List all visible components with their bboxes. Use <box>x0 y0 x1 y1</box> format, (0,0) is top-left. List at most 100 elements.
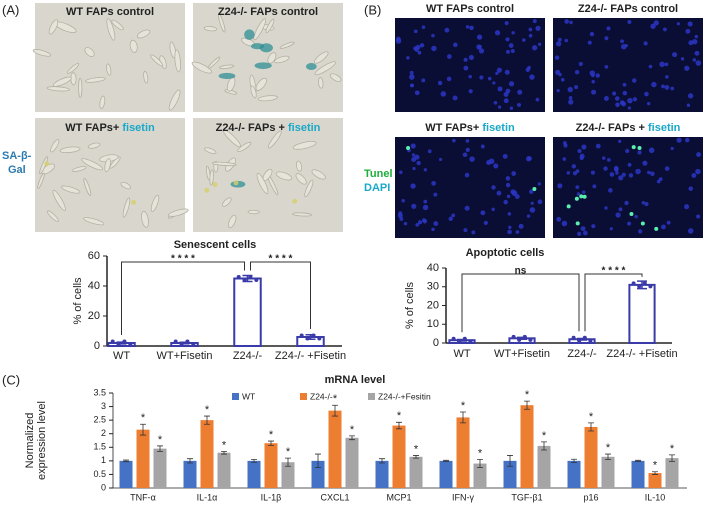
tunel-cell <box>575 221 580 226</box>
nucleus <box>591 224 596 229</box>
nucleus <box>479 75 484 80</box>
cell <box>37 172 45 189</box>
nucleus <box>525 67 530 72</box>
nucleus <box>609 227 613 231</box>
bar <box>628 283 656 344</box>
cell <box>221 197 232 207</box>
cell <box>253 18 267 41</box>
nucleus <box>625 148 630 154</box>
nucleus <box>409 74 415 80</box>
nucleus <box>627 221 632 226</box>
tunel-cell <box>574 196 579 201</box>
nucleus <box>483 220 488 225</box>
y-tick-label: 0 <box>433 337 439 349</box>
cell <box>46 86 70 92</box>
nucleus <box>401 198 405 203</box>
nucleus <box>665 75 669 79</box>
nucleus <box>644 202 649 207</box>
error-bar <box>157 445 163 452</box>
error-bar <box>251 459 257 463</box>
micrograph <box>395 18 545 112</box>
significance-mark: * <box>606 442 611 454</box>
nucleus <box>581 144 587 150</box>
nucleus <box>695 168 701 175</box>
nucleus <box>505 176 511 181</box>
legend-label: Z24-/-+Fesitin <box>378 391 431 401</box>
x-tick-label: IL-1β <box>261 492 282 502</box>
nucleus <box>687 93 694 99</box>
bar <box>281 462 295 488</box>
data-point <box>185 339 190 344</box>
significance-mark: * <box>333 393 338 405</box>
nucleus <box>463 57 468 62</box>
cell <box>237 141 252 153</box>
nucleus <box>517 89 523 95</box>
panel-label: (B) <box>364 2 381 17</box>
nucleus <box>603 166 608 171</box>
nucleus <box>431 45 437 52</box>
image-label: Z24-/- FAPs + fisetin <box>576 122 681 134</box>
y-tick-label: 3 <box>101 401 106 411</box>
cell <box>78 77 83 98</box>
nucleus <box>397 213 403 219</box>
nucleus <box>532 19 537 24</box>
data-point <box>248 275 253 279</box>
nucleus <box>465 139 470 143</box>
nucleus <box>608 188 613 193</box>
x-tick-label: TGF-β1 <box>511 492 542 502</box>
bar <box>631 460 645 488</box>
stained-cell <box>254 62 272 69</box>
nucleus <box>526 214 531 218</box>
nucleus <box>603 95 609 101</box>
y-tick-label: 0 <box>101 482 106 492</box>
data-point <box>451 336 456 341</box>
x-tick-label: WT <box>453 348 470 360</box>
cell <box>81 158 104 171</box>
nucleus <box>571 164 577 169</box>
nucleus <box>658 177 663 181</box>
panel-label: (C) <box>2 372 20 387</box>
data-point <box>631 281 636 286</box>
nucleus <box>480 210 486 216</box>
bar <box>233 277 262 347</box>
significance-mark: * <box>158 434 163 446</box>
data-point <box>191 342 196 347</box>
significance-mark: * <box>525 389 530 401</box>
significance-label: * * * * <box>602 266 626 277</box>
nucleus <box>468 54 474 60</box>
nucleus <box>528 33 533 38</box>
nucleus <box>502 153 508 159</box>
nucleus <box>417 50 422 55</box>
data-point <box>528 337 533 342</box>
nucleus <box>692 58 697 62</box>
cell <box>46 210 59 222</box>
image-label-text: Z24-/- FAPs control <box>218 6 318 18</box>
nucleus <box>518 223 524 229</box>
image-label-highlight: fisetin <box>648 122 681 134</box>
cell <box>106 63 112 76</box>
cell <box>167 208 189 217</box>
y-axis-label: expression level <box>36 401 48 480</box>
image-label-text: Z24-/- FAPs + <box>216 122 285 134</box>
image-label-text: WT FAPs control <box>426 3 514 15</box>
x-tick-label: WT+Fisetin <box>157 350 213 362</box>
tunel-cell <box>654 226 659 231</box>
nucleus <box>653 20 659 26</box>
cell <box>203 26 218 32</box>
nucleus <box>582 230 588 236</box>
nucleus <box>493 163 499 169</box>
nucleus <box>510 189 516 195</box>
nucleus <box>410 183 416 189</box>
nucleus <box>688 186 694 191</box>
data-point <box>522 334 527 339</box>
data-point <box>642 281 647 286</box>
data-point <box>517 337 522 342</box>
nucleus <box>452 138 456 143</box>
significance-label: * * * * <box>171 254 195 265</box>
bar <box>345 437 359 488</box>
bar <box>153 448 167 488</box>
nucleus <box>427 149 432 154</box>
image-label-text: WT FAPs control <box>66 6 154 18</box>
x-tick-label: IL-1α <box>197 492 218 502</box>
x-tick-label: IFN-γ <box>452 492 474 502</box>
